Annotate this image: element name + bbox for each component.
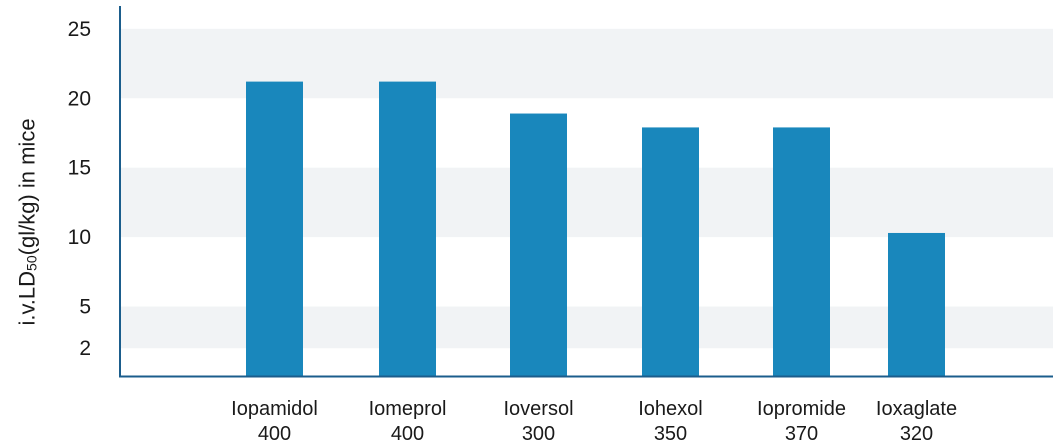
y-axis-label-prefix: i.v.LD <box>15 270 41 326</box>
bar <box>888 232 945 376</box>
x-category-dose: 300 <box>522 423 555 444</box>
x-category-name: Iopromide <box>757 398 846 420</box>
x-category-dose: 350 <box>654 423 687 444</box>
x-category-name: Ioxaglate <box>876 398 957 420</box>
bar <box>246 81 303 376</box>
y-axis-label: i.v.LD50(gl/kg) in mice <box>0 0 56 444</box>
x-category-name: Ioversol <box>503 398 573 420</box>
x-category-labels: Iopamidol 400 Iomeprol 400 Ioversol 300 Iohexo… <box>231 398 957 444</box>
x-category-dose: 320 <box>900 423 933 444</box>
x-category-dose: 370 <box>785 423 818 444</box>
x-category-name: Iohexol <box>638 398 703 420</box>
y-tick-label: 2 <box>79 337 91 360</box>
bar <box>773 127 830 376</box>
y-tick-label: 10 <box>68 226 91 249</box>
x-category-name: Iomeprol <box>369 398 447 420</box>
y-tick-label: 25 <box>68 18 91 41</box>
y-axis-label-subscript: 50 <box>24 255 41 271</box>
x-category-name: Iopamidol <box>231 398 318 420</box>
bar <box>379 81 436 376</box>
y-tick-label: 15 <box>68 157 91 180</box>
x-category-dose: 400 <box>391 423 424 444</box>
y-axis-label-suffix: (gl/kg) in mice <box>15 118 41 256</box>
bar <box>510 113 567 377</box>
y-tick-label: 5 <box>79 296 91 319</box>
bar <box>642 127 699 376</box>
x-category-dose: 400 <box>258 423 291 444</box>
bars <box>246 81 945 377</box>
y-tick-label: 20 <box>68 87 91 110</box>
